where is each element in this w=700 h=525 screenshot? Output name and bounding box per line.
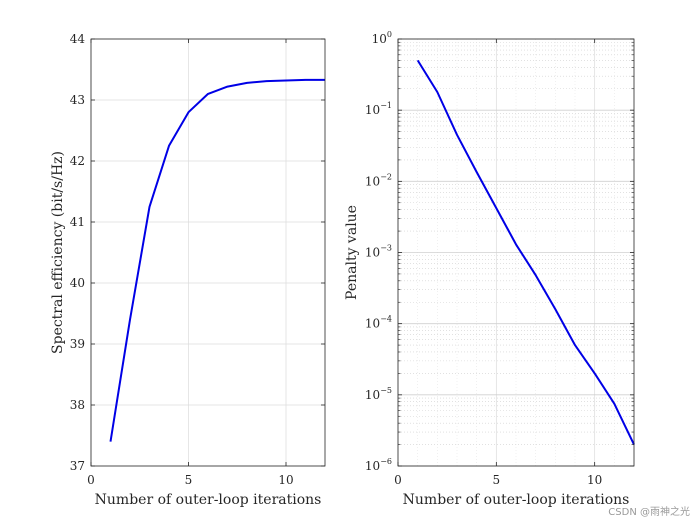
left-series-line xyxy=(109,78,325,442)
right-series-line xyxy=(416,59,635,446)
left-chart-spectral-efficiency: 0 5 10 37 38 39 40 41 42 43 44 Number of outer-lo… xyxy=(50,32,326,508)
right-y-tick-label: 10−2 xyxy=(365,172,392,188)
left-y-tick-label: 43 xyxy=(70,93,85,107)
left-series-polyline xyxy=(109,78,325,442)
right-chart-penalty-value: 0 5 10 10−6 10−5 10−4 10−3 10−2 10−1 100 Number … xyxy=(344,30,635,508)
left-y-tick-label: 44 xyxy=(70,32,86,46)
right-y-tick-label: 10−3 xyxy=(365,244,392,260)
left-x-tick-label: 5 xyxy=(185,473,193,487)
left-y-tick-label: 38 xyxy=(70,398,85,412)
left-grid xyxy=(90,38,325,467)
left-y-tick-label: 41 xyxy=(70,215,85,229)
left-axes-frame xyxy=(90,38,326,467)
right-series-polyline xyxy=(416,59,635,446)
right-y-tick-label: 10−5 xyxy=(365,386,392,402)
right-x-axis-label: Number of outer-loop iterations xyxy=(403,492,630,508)
left-y-tick-label: 39 xyxy=(70,337,85,351)
left-y-tick-label: 40 xyxy=(70,276,85,290)
left-x-axis-label: Number of outer-loop iterations xyxy=(95,492,322,508)
right-y-tick-label: 10−1 xyxy=(365,101,392,117)
right-x-tick-label: 0 xyxy=(394,473,402,487)
right-grid xyxy=(397,38,634,467)
left-y-ticks: 37 38 39 40 41 42 43 44 xyxy=(70,32,325,473)
left-x-tick-label: 10 xyxy=(278,473,293,487)
left-x-ticks: 0 5 10 xyxy=(87,39,294,487)
right-y-tick-label: 10−6 xyxy=(365,457,392,473)
left-y-tick-label: 42 xyxy=(70,154,85,168)
right-y-tick-label: 10−4 xyxy=(365,315,392,331)
right-y-ticks: 10−6 10−5 10−4 10−3 10−2 10−1 100 xyxy=(365,30,634,473)
right-x-tick-label: 10 xyxy=(587,473,602,487)
right-x-ticks: 0 5 10 xyxy=(394,39,602,487)
watermark-text: CSDN @雨神之光 xyxy=(608,505,690,518)
right-y-tick-label: 100 xyxy=(372,30,392,46)
right-y-axis-label: Penalty value xyxy=(344,205,360,300)
left-y-tick-label: 37 xyxy=(70,459,85,473)
left-x-tick-label: 0 xyxy=(87,473,95,487)
right-x-tick-label: 5 xyxy=(493,473,501,487)
left-y-axis-label: Spectral efficiency (bit/s/Hz) xyxy=(50,151,66,354)
